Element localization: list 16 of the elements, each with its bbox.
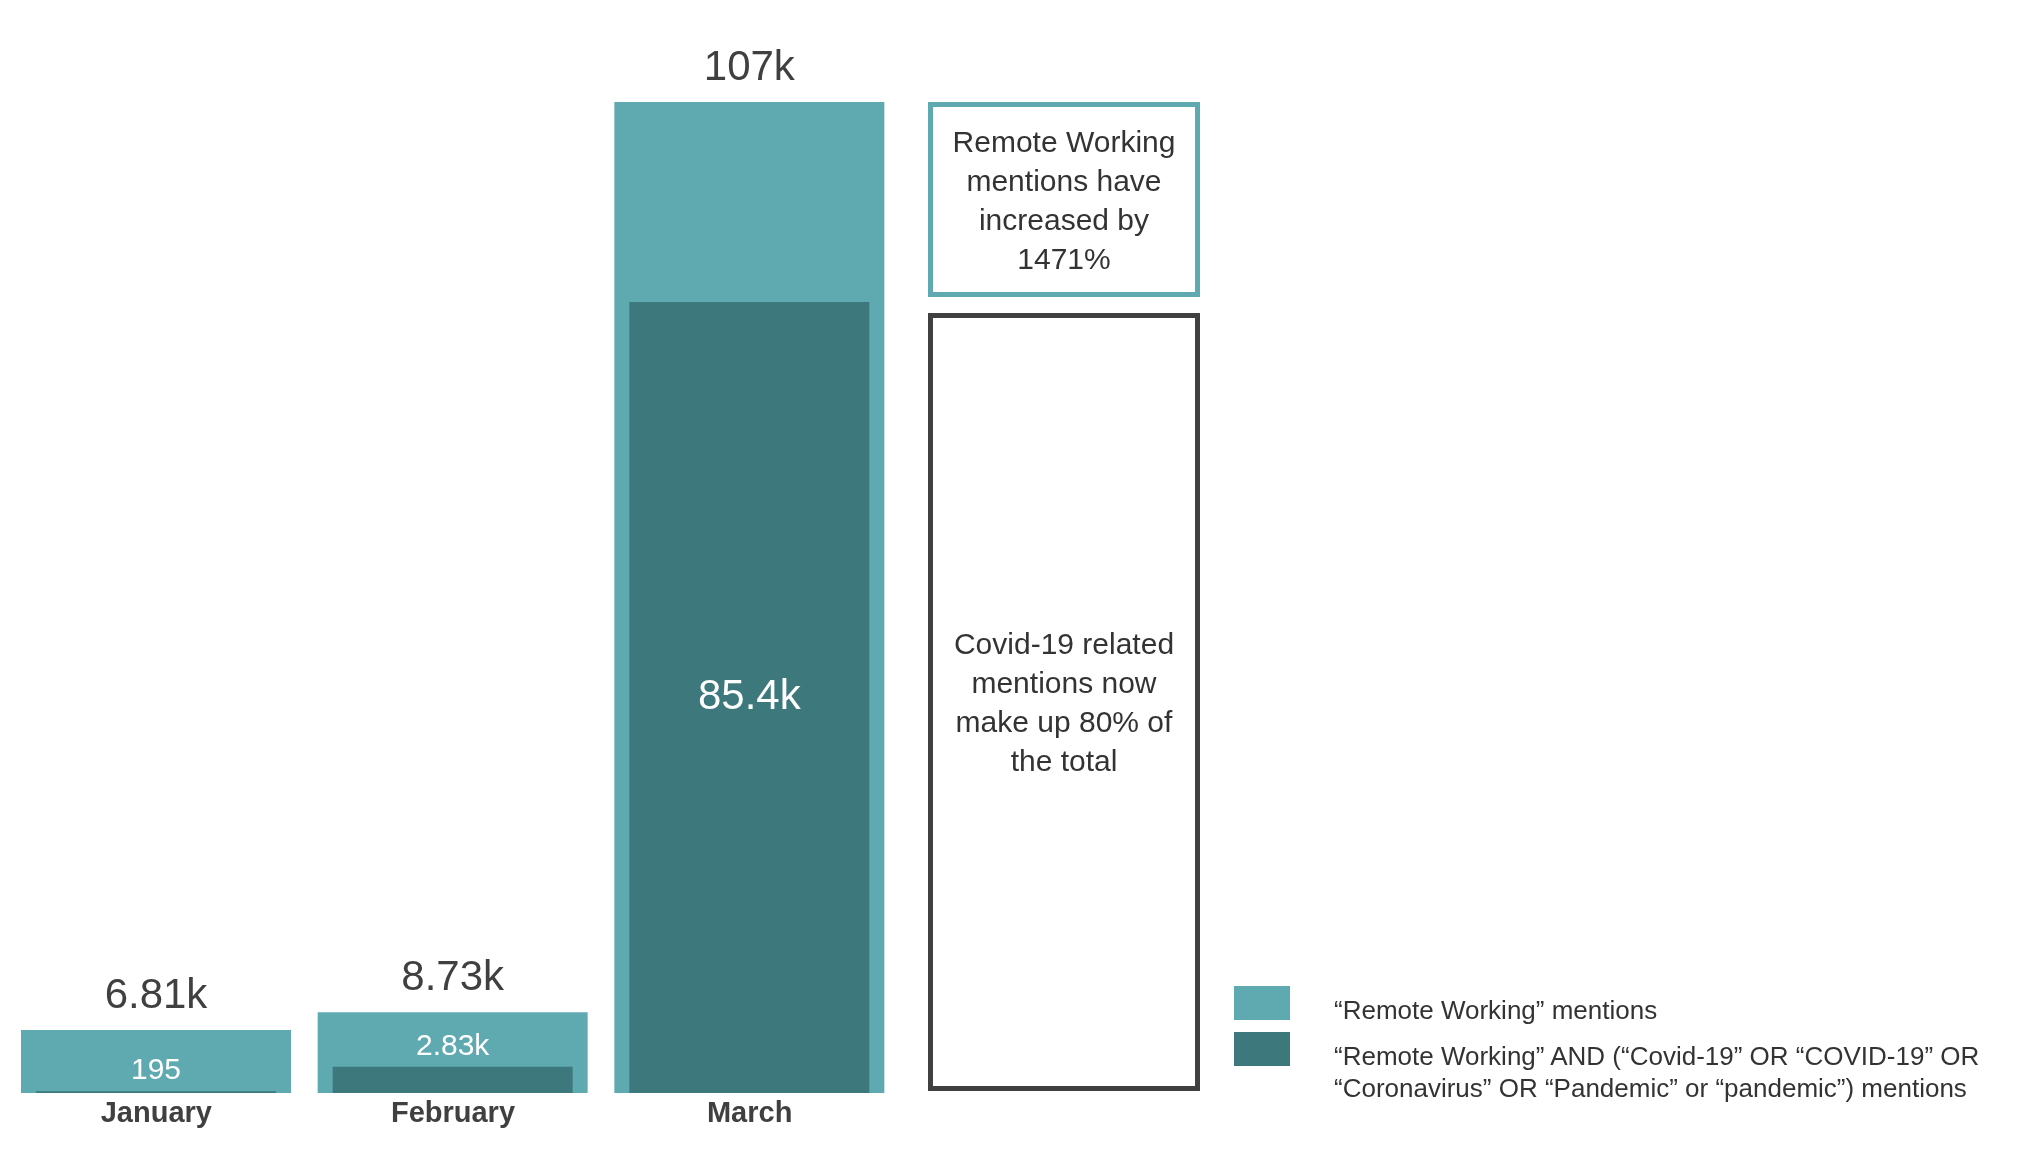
x-tick-label: February <box>390 1095 516 1128</box>
legend-label: “Remote Working” mentions <box>1334 994 1659 1026</box>
bar <box>629 302 870 1093</box>
data-label: 107k <box>703 42 796 89</box>
bar <box>21 1029 291 1093</box>
data-label: 85.4k <box>697 670 802 718</box>
text: Covid-19 related mentions now make up 80% of the total <box>952 626 1176 779</box>
x-tick-label: March <box>706 1095 793 1128</box>
bar <box>332 1066 573 1093</box>
data-label: 195 <box>130 1052 182 1086</box>
data-label: 8.73k <box>401 952 506 1000</box>
text: Remote Working mentions have increased by 1471% <box>951 123 1177 277</box>
x-tick-label: January <box>100 1095 212 1128</box>
data-label: 2.83k <box>415 1027 491 1061</box>
data-label: 6.81k <box>104 969 209 1017</box>
legend-label: “Remote Working” AND (“Covid-19” OR “COVID-19” OR “Coronavirus” OR “Pandemic” or “pandemic”) mentions <box>1334 1040 1981 1104</box>
